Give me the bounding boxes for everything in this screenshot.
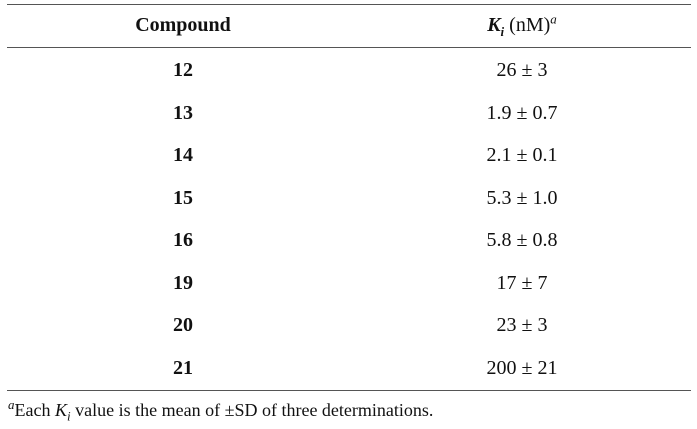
- compound-cell: 13: [173, 101, 193, 124]
- text: Each: [14, 400, 55, 420]
- footnote: aEach Ki value is the mean of ±SD of thr…: [8, 397, 434, 424]
- ki-cell: 200 ± 21: [486, 356, 558, 379]
- ki-cell: 17 ± 7: [496, 271, 548, 294]
- text: value is the mean of ±SD of three determ…: [70, 400, 434, 420]
- ki-cell: 2.1 ± 0.1: [486, 144, 558, 166]
- note-mark: a: [550, 11, 557, 27]
- compound-cell: 12: [173, 59, 193, 81]
- subscript: i: [500, 24, 505, 39]
- header-cell: Ki (nM)a: [372, 11, 672, 39]
- ki-cell: 23 ± 3: [496, 314, 548, 336]
- compound-cell: 21: [173, 356, 193, 379]
- compound-cell: 19: [173, 271, 193, 294]
- compound-cell: 15: [173, 186, 193, 209]
- subscript: i: [67, 408, 71, 424]
- ki-cell: 26 ± 3: [496, 59, 548, 81]
- bottom-rule: [7, 390, 691, 391]
- top-rule: [7, 4, 691, 5]
- unit: (nM): [509, 14, 551, 36]
- ki-cell: 1.9 ± 0.7: [486, 101, 558, 124]
- header-cell: Compound: [135, 14, 231, 36]
- compound-cell: 20: [173, 314, 193, 336]
- ki-cell: 5.8 ± 0.8: [486, 229, 558, 251]
- symbol: K: [54, 400, 67, 420]
- header-rule: [7, 47, 691, 48]
- compound-cell: 16: [173, 229, 193, 251]
- compound-cell: 14: [173, 144, 193, 166]
- ki-cell: 5.3 ± 1.0: [486, 186, 558, 209]
- note-mark: a: [8, 397, 15, 412]
- symbol: K: [487, 14, 501, 36]
